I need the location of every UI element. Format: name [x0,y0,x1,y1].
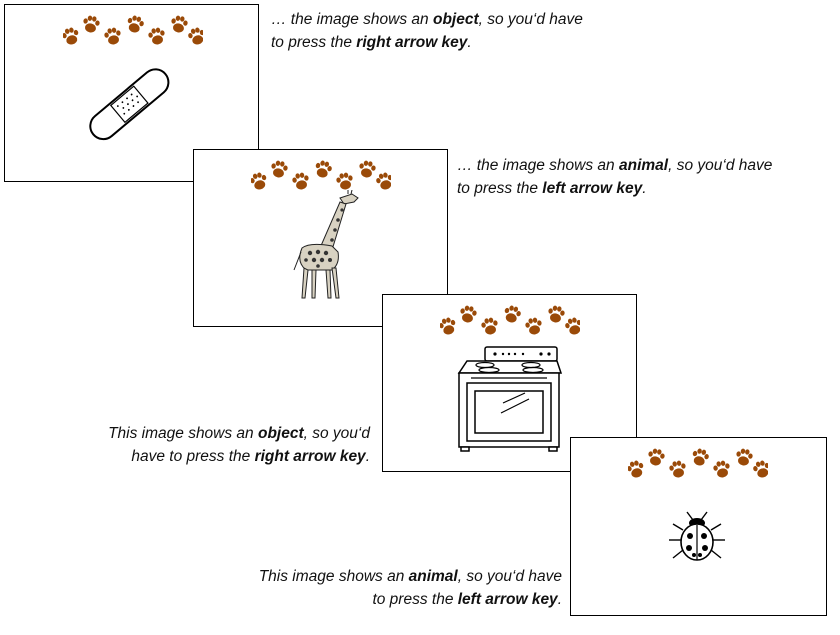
paw-prints-banner [440,305,580,335]
example-card-bandage [4,4,259,182]
paw-prints-icon [440,305,580,335]
caption-text: . [557,591,562,608]
caption-text: , so you‘d [303,425,370,442]
caption-key-name: left arrow key [457,591,558,608]
stove-icon [457,346,563,452]
example-card-stove [382,294,637,472]
caption-text: , so you‘d have [457,568,562,585]
caption-text: , so you‘d have [668,157,773,174]
caption-animal-2: This image shows an animal, so you‘d hav… [200,565,562,611]
paw-prints-banner [63,15,203,45]
caption-text: . [642,180,647,197]
ladybug-icon [669,511,725,561]
caption-text: have to press the [131,448,255,465]
caption-text: . [467,34,472,51]
caption-key-name: right arrow key [356,34,468,51]
caption-key-name: left arrow key [542,180,643,197]
paw-prints-icon [251,160,391,190]
giraffe-icon [293,190,359,299]
caption-text: , so you‘d have [478,11,583,28]
caption-keyword: object [257,425,304,442]
caption-text: to press the [457,180,543,197]
caption-keyword: object [432,11,479,28]
caption-keyword: animal [408,568,458,585]
caption-text: … the image shows an [271,11,433,28]
paw-prints-banner [251,160,391,190]
paw-prints-icon [63,15,203,45]
caption-object-1: … the image shows an object, so you‘d ha… [271,8,583,54]
bandage-icon [89,68,170,141]
caption-keyword: animal [618,157,669,174]
caption-text: … the image shows an [457,157,619,174]
caption-key-name: right arrow key [254,448,366,465]
caption-text: to press the [271,34,357,51]
paw-prints-banner [628,448,768,478]
example-card-ladybug [570,437,827,616]
caption-text: . [365,448,370,465]
caption-text: This image shows an [108,425,258,442]
caption-text: This image shows an [258,568,409,585]
caption-animal-1: … the image shows an animal, so you‘d ha… [457,154,772,200]
paw-prints-icon [628,448,768,478]
caption-text: to press the [372,591,458,608]
caption-object-2: This image shows an object, so you‘d hav… [40,422,370,468]
